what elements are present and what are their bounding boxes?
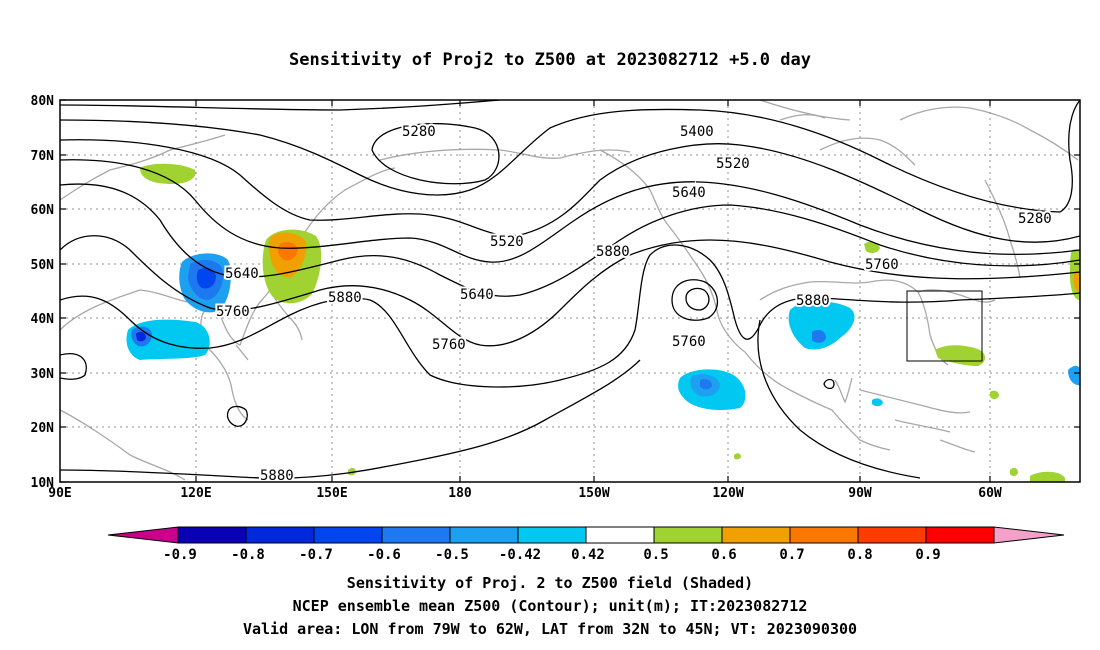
contour-label: 5640 <box>225 266 259 282</box>
shade-negative-gulf <box>872 398 883 407</box>
shade-negative-pacific-east-dark <box>700 379 712 390</box>
colorbar-bin <box>585 526 655 544</box>
shade-positive-east-edge-core <box>1073 271 1080 292</box>
shade-positive-great-lakes <box>864 241 880 253</box>
lon-label: 180 <box>448 486 472 501</box>
lat-label: 70N <box>31 149 55 164</box>
lon-label: 150E <box>316 486 347 501</box>
lat-label: 20N <box>31 421 55 436</box>
colorbar-tick-label: -0.42 <box>499 547 541 563</box>
map-title: Sensitivity of Proj2 to Z500 at 20230827… <box>289 50 811 70</box>
shade-negative-atlantic-east <box>1068 365 1080 386</box>
colorbar-tick-label: 0.9 <box>915 547 940 563</box>
shade-positive-siberia <box>140 163 196 184</box>
contour-label: 5400 <box>680 124 714 140</box>
shade-positive-mexico <box>734 453 741 460</box>
lat-label: 50N <box>31 258 55 273</box>
contour-label: 5640 <box>672 185 706 201</box>
colorbar-tick-label: -0.5 <box>435 547 469 563</box>
colorbar-bin <box>789 526 859 544</box>
colorbar: -0.9 -0.8 -0.7 -0.6 -0.5 -0.42 0.42 0.5 0.6 0.7 0.… <box>107 526 1065 563</box>
shade-negative-central-us-core <box>812 330 826 343</box>
z500-contours <box>60 100 1080 479</box>
lon-label: 90E <box>48 486 71 501</box>
shade-positive-japan-core <box>277 242 298 261</box>
contour-label: 5760 <box>216 304 250 320</box>
colorbar-tick-label: 0.8 <box>847 547 872 563</box>
colorbar-tick-label: 0.5 <box>643 547 668 563</box>
lat-label: 10N <box>31 476 55 491</box>
colorbar-bin <box>449 526 519 544</box>
colorbar-tick-label: -0.6 <box>367 547 401 563</box>
shade-positive-caribbean <box>1010 467 1018 477</box>
contour-label: 5280 <box>402 124 436 140</box>
lon-label: 60W <box>978 486 1002 501</box>
contour-label: 5880 <box>328 290 362 306</box>
contour-label: 5640 <box>460 287 494 303</box>
contour-label: 5880 <box>260 468 294 484</box>
caption-line-1: Sensitivity of Proj. 2 to Z500 field (Sh… <box>346 574 754 592</box>
contour-labels: 5280 5400 5520 5640 5760 5880 5520 5640 … <box>214 122 1054 484</box>
caption-line-2: NCEP ensemble mean Z500 (Contour); unit(… <box>292 597 808 615</box>
lon-label: 150W <box>578 486 609 501</box>
shade-positive-tropics <box>1030 471 1065 482</box>
contour-label: 5760 <box>865 257 899 273</box>
colorbar-bin <box>313 526 383 544</box>
colorbar-bin <box>857 526 927 544</box>
colorbar-bin <box>245 526 315 544</box>
shade-positive-pacific-small <box>348 467 356 476</box>
contour-label: 5880 <box>796 293 830 309</box>
contour-label: 5760 <box>432 337 466 353</box>
axis-ticks <box>60 99 1080 483</box>
shade-negative-east-asia-core-dark <box>196 268 216 289</box>
colorbar-tick-label: 0.42 <box>571 547 605 563</box>
colorbar-bin <box>925 526 995 544</box>
colorbar-bin <box>653 526 723 544</box>
contour-label: 5760 <box>672 334 706 350</box>
contour-label: 5280 <box>1018 211 1052 227</box>
contour-label: 5880 <box>596 244 630 260</box>
lat-label: 60N <box>31 203 55 218</box>
colorbar-above-max <box>993 526 1065 544</box>
colorbar-tick-label: -0.7 <box>299 547 333 563</box>
colorbar-below-min <box>107 526 179 544</box>
colorbar-tick-label: -0.8 <box>231 547 265 563</box>
graticule <box>60 100 1080 482</box>
lon-label: 120W <box>712 486 743 501</box>
contour-label: 5520 <box>716 156 750 172</box>
lat-label: 80N <box>31 94 55 109</box>
colorbar-bin <box>381 526 451 544</box>
shade-positive-bermuda <box>990 390 999 399</box>
colorbar-bin <box>517 526 587 544</box>
lat-label: 40N <box>31 312 55 327</box>
contour-label: 5520 <box>490 234 524 250</box>
colorbar-tick-label: 0.6 <box>711 547 736 563</box>
coastlines <box>60 100 1079 481</box>
shade-negative-china-south-dark <box>136 331 146 342</box>
colorbar-bin <box>177 526 247 544</box>
colorbar-tick-label: -0.9 <box>163 547 197 563</box>
lat-label: 30N <box>31 367 55 382</box>
caption-line-3: Valid area: LON from 79W to 62W, LAT fro… <box>242 620 858 638</box>
plot-frame <box>59 99 1081 483</box>
colorbar-tick-label: 0.7 <box>779 547 804 563</box>
colorbar-bin <box>721 526 791 544</box>
shade-negative-central-us <box>788 301 855 350</box>
valid-area-box <box>906 290 983 362</box>
lon-label: 90W <box>848 486 872 501</box>
lon-label: 120E <box>180 486 211 501</box>
